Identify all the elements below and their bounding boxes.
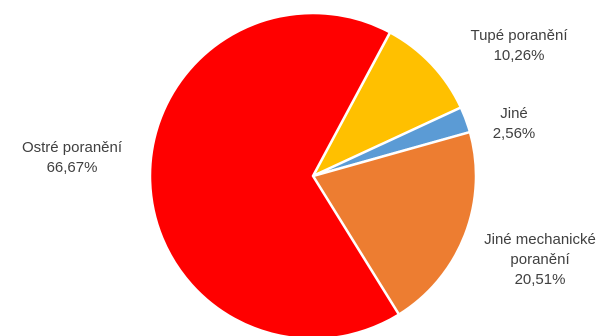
data-label-name: Jiné mechanické [484,231,596,248]
data-label-ostre-poraneni: Ostré poranění 66,67% [22,139,123,176]
data-label-value: 20,51% [515,271,566,288]
data-label-name: Jiné [500,105,528,122]
data-label-value: 66,67% [47,159,98,176]
data-label-name: poranění [510,251,570,268]
data-label-jine: Jiné 2,56% [493,105,536,142]
data-label-name: Tupé poranění [470,27,568,44]
data-label-jine-mechanicke-poraneni: Jiné mechanické poranění 20,51% [484,231,596,288]
data-label-tupe-poraneni: Tupé poranění 10,26% [470,27,568,64]
data-label-name: Ostré poranění [22,139,123,156]
data-label-value: 2,56% [493,125,536,142]
pie-slice-jine-mechanicke-poraneni [311,130,478,316]
pie-slice-ostre-poraneni [148,11,401,336]
data-label-value: 10,26% [494,47,545,64]
pie-slice-tupe-poraneni [311,31,463,178]
